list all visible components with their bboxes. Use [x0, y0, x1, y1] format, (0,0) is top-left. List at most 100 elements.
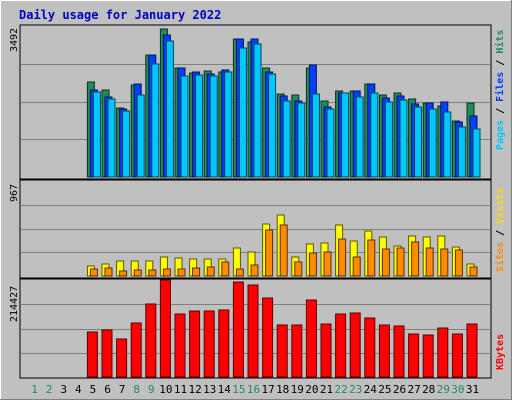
bar-visits-day-17 [265, 229, 274, 277]
bar-pages-day-19 [297, 102, 306, 178]
x-label-day-19: 19 [291, 383, 304, 396]
bar-visits-day-26 [396, 247, 405, 277]
bar-pages-day-24 [370, 92, 379, 178]
x-label-day-11: 11 [174, 383, 187, 396]
legend-separator-1: / [495, 102, 506, 120]
bar-visits-day-8 [133, 269, 142, 277]
x-label-day-15: 15 [232, 383, 245, 396]
x-label-day-7: 7 [119, 383, 126, 396]
legend-files: Files [494, 72, 506, 102]
legend-sites: Sites [494, 242, 506, 272]
bar-visits-day-15 [235, 268, 244, 277]
bar-pages-day-5 [92, 91, 101, 178]
x-label-day-23: 23 [349, 383, 362, 396]
x-label-day-27: 27 [407, 383, 420, 396]
bar-visits-day-25 [381, 248, 390, 277]
bar-visits-day-19 [294, 261, 303, 277]
bar-pages-day-27 [414, 106, 423, 178]
bar-visits-day-11 [177, 268, 186, 277]
bar-kbytes-day-31 [466, 323, 478, 378]
bar-visits-day-16 [250, 264, 259, 277]
bar-kbytes-day-29 [437, 327, 449, 378]
x-label-day-18: 18 [276, 383, 289, 396]
bar-pages-day-28 [428, 108, 437, 178]
bar-visits-day-23 [352, 256, 361, 277]
bar-pages-day-12 [195, 74, 204, 178]
bar-kbytes-day-20 [305, 299, 317, 378]
panel-1-bars [86, 28, 481, 178]
y-max-label-kbytes: 214427 [9, 286, 20, 322]
x-label-day-16: 16 [247, 383, 260, 396]
bar-visits-day-30 [454, 249, 463, 277]
x-label-day-5: 5 [90, 383, 97, 396]
x-label-day-3: 3 [60, 383, 67, 396]
bar-kbytes-day-10 [159, 279, 171, 378]
x-label-day-10: 10 [159, 383, 172, 396]
bar-kbytes-day-21 [320, 323, 332, 378]
bar-visits-day-27 [411, 241, 420, 277]
bar-kbytes-day-30 [451, 333, 463, 378]
bar-pages-day-15 [238, 47, 247, 178]
x-label-day-25: 25 [378, 383, 391, 396]
bar-pages-day-18 [282, 100, 291, 178]
bar-kbytes-day-24 [364, 317, 376, 378]
bar-pages-day-25 [384, 101, 393, 178]
bar-visits-day-5 [89, 268, 98, 277]
bar-kbytes-day-17 [262, 297, 274, 378]
bar-pages-day-14 [224, 71, 233, 178]
bar-pages-day-20 [311, 93, 320, 178]
bar-pages-day-17 [268, 73, 277, 178]
legend-visits: Visits [494, 188, 506, 224]
x-label-day-21: 21 [320, 383, 333, 396]
x-label-day-13: 13 [203, 383, 216, 396]
bar-pages-day-21 [326, 108, 335, 178]
legend-separator-3: / [495, 224, 506, 242]
bar-kbytes-day-6 [101, 329, 113, 378]
bar-pages-day-23 [355, 96, 364, 178]
x-label-day-14: 14 [218, 383, 232, 396]
bar-visits-day-6 [104, 267, 113, 277]
x-label-day-8: 8 [133, 383, 140, 396]
bar-visits-day-13 [206, 266, 215, 277]
bar-kbytes-day-15 [232, 281, 244, 378]
legend-hits: Hits [494, 30, 506, 54]
bar-pages-day-8 [136, 94, 145, 178]
bar-pages-day-9 [151, 63, 160, 178]
bar-pages-day-11 [180, 75, 189, 178]
bar-visits-day-12 [192, 267, 201, 277]
bar-visits-day-9 [148, 269, 157, 277]
bar-visits-day-20 [308, 252, 317, 277]
bar-kbytes-day-27 [408, 333, 420, 378]
x-axis-day-labels: 1 2 3 4 5 6 7 8 9 10 11 12 13 14 15 16 17 18 19 20 21 22 23 24 2… [31, 383, 479, 396]
y-max-label-hits: 3492 [9, 28, 20, 52]
bar-visits-day-29 [440, 248, 449, 277]
bar-visits-day-14 [221, 261, 230, 277]
bar-kbytes-day-11 [174, 313, 186, 378]
legend-sites-visits: Sites / Visits [494, 188, 506, 272]
bar-visits-day-18 [279, 224, 288, 277]
x-label-day-28: 28 [422, 383, 435, 396]
bar-kbytes-day-18 [276, 324, 288, 378]
x-label-day-2: 2 [46, 383, 53, 396]
bar-kbytes-day-8 [130, 322, 142, 378]
bar-kbytes-day-14 [218, 309, 230, 378]
legend-pages: Pages [495, 120, 506, 150]
x-label-day-17: 17 [261, 383, 274, 396]
x-label-day-22: 22 [334, 383, 347, 396]
x-label-day-24: 24 [364, 383, 378, 396]
bar-kbytes-day-25 [378, 324, 390, 378]
bar-visits-day-24 [367, 239, 376, 277]
bar-kbytes-day-13 [203, 310, 215, 378]
x-label-day-20: 20 [305, 383, 318, 396]
bar-pages-day-29 [443, 111, 452, 178]
x-label-day-31: 31 [466, 383, 479, 396]
x-label-day-12: 12 [188, 383, 201, 396]
bar-pages-day-10 [165, 40, 174, 178]
x-label-day-29: 29 [437, 383, 450, 396]
bar-kbytes-day-7 [116, 338, 128, 378]
bar-pages-day-16 [253, 43, 262, 178]
bar-pages-day-26 [399, 99, 408, 178]
bar-kbytes-day-12 [189, 310, 201, 378]
bar-pages-day-6 [107, 98, 116, 178]
